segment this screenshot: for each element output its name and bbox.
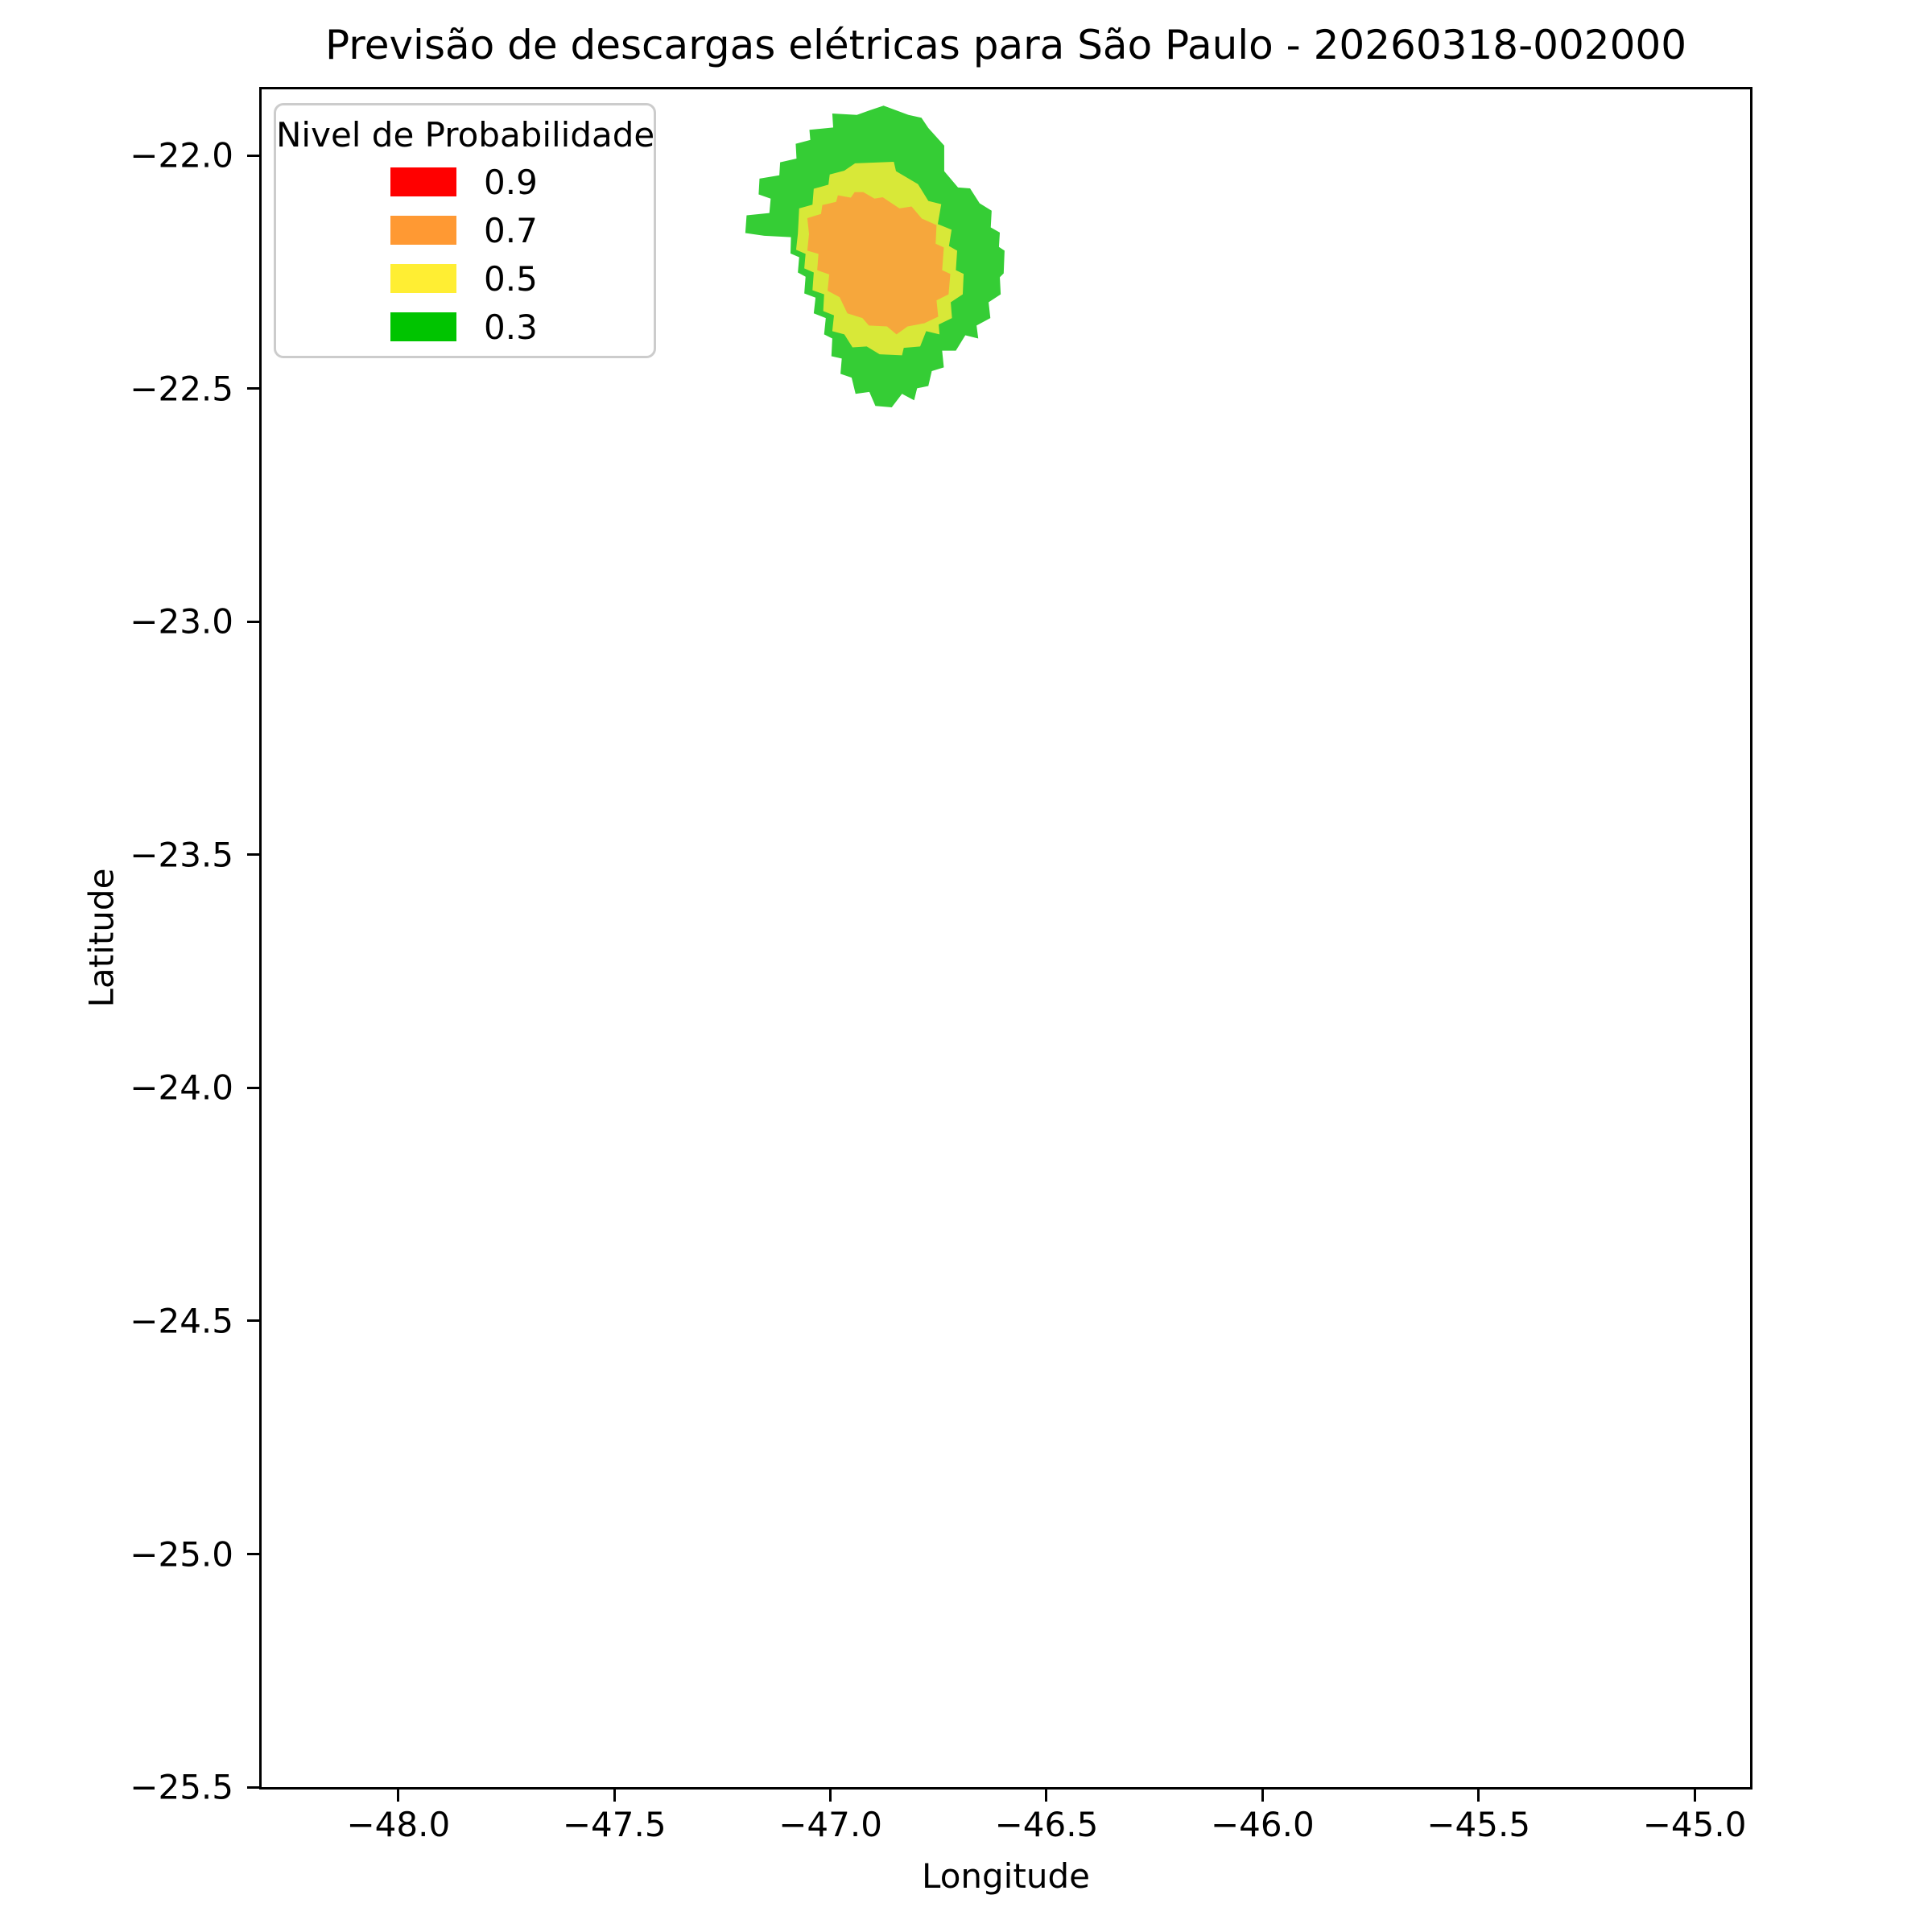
- legend-label: 0.3: [484, 307, 538, 347]
- x-tick: [1693, 1790, 1696, 1802]
- legend-rows: 0.9 0.7 0.5 0.3: [276, 158, 654, 351]
- y-tick-label: −24.0: [130, 1067, 233, 1108]
- y-tick: [247, 1785, 259, 1789]
- legend-entry-0.3: 0.3: [276, 303, 654, 351]
- y-tick: [247, 1086, 259, 1089]
- y-tick: [247, 1319, 259, 1323]
- y-tick: [247, 154, 259, 157]
- legend-swatch-0.3: [390, 312, 456, 341]
- y-tick: [247, 1553, 259, 1556]
- legend-swatch-0.7: [390, 216, 456, 245]
- legend-label: 0.7: [484, 210, 538, 250]
- x-tick: [1045, 1790, 1048, 1802]
- y-tick-label: −25.0: [130, 1534, 233, 1575]
- x-tick: [613, 1790, 616, 1802]
- chart-title: Previsão de descargas elétricas para São…: [324, 22, 1687, 68]
- y-tick-label: −23.5: [130, 835, 233, 875]
- legend-entry-0.9: 0.9: [276, 158, 654, 206]
- x-tick-label: −47.5: [562, 1805, 667, 1844]
- legend-title: Nivel de Probabilidade: [276, 115, 655, 155]
- legend-swatch-0.5: [390, 264, 456, 293]
- y-tick: [247, 620, 259, 623]
- legend: Nivel de Probabilidade 0.9 0.7 0.5 0.3: [274, 103, 656, 358]
- y-tick-label: −22.5: [130, 369, 233, 409]
- plot-area: Nivel de Probabilidade 0.9 0.7 0.5 0.3: [259, 87, 1752, 1790]
- legend-entry-0.7: 0.7: [276, 206, 654, 254]
- x-tick-label: −45.5: [1426, 1805, 1531, 1844]
- x-tick: [829, 1790, 832, 1802]
- y-tick-label: −22.0: [130, 135, 233, 175]
- x-tick-label: −47.0: [778, 1805, 882, 1844]
- y-tick-label: −25.5: [130, 1767, 233, 1807]
- x-tick: [1477, 1790, 1480, 1802]
- legend-label: 0.5: [484, 258, 538, 299]
- x-tick-label: −45.0: [1642, 1805, 1747, 1844]
- x-axis-label: Longitude: [922, 1856, 1090, 1896]
- y-tick: [247, 387, 259, 390]
- x-tick-label: −46.0: [1210, 1805, 1315, 1844]
- y-tick: [247, 853, 259, 857]
- legend-label: 0.9: [484, 162, 538, 202]
- x-tick-label: −46.5: [994, 1805, 1099, 1844]
- x-tick: [397, 1790, 400, 1802]
- contour-region-0.7: [807, 192, 951, 335]
- y-axis-label: Latitude: [81, 868, 122, 1008]
- y-tick-label: −23.0: [130, 601, 233, 642]
- x-tick-label: −48.0: [346, 1805, 451, 1844]
- legend-swatch-0.9: [390, 167, 456, 196]
- legend-entry-0.5: 0.5: [276, 254, 654, 303]
- y-tick-label: −24.5: [130, 1301, 233, 1341]
- x-tick: [1261, 1790, 1264, 1802]
- contour-layer: [745, 105, 1005, 407]
